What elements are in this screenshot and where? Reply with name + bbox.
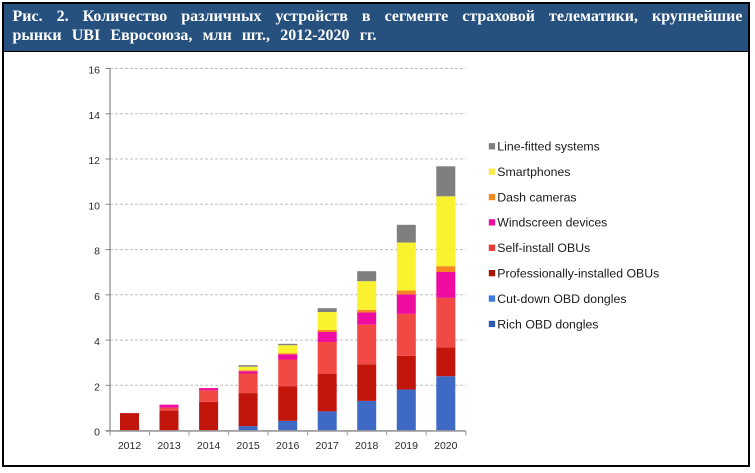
svg-text:14: 14	[88, 110, 100, 122]
svg-text:Self-install OBUs: Self-install OBUs	[497, 241, 590, 255]
svg-text:0: 0	[94, 427, 100, 439]
svg-text:2: 2	[94, 381, 100, 393]
svg-text:Windscreen devices: Windscreen devices	[497, 216, 607, 230]
svg-text:2016: 2016	[276, 440, 300, 452]
svg-text:6: 6	[94, 291, 100, 303]
svg-text:2015: 2015	[236, 440, 260, 452]
svg-text:10: 10	[88, 200, 100, 212]
svg-text:Professionally-installed OBUs: Professionally-installed OBUs	[497, 267, 659, 281]
svg-text:Dash cameras: Dash cameras	[497, 190, 576, 204]
svg-text:16: 16	[88, 65, 100, 77]
svg-text:Cut-down OBD dongles: Cut-down OBD dongles	[497, 292, 626, 306]
svg-text:2018: 2018	[355, 440, 379, 452]
svg-text:12: 12	[88, 155, 100, 167]
svg-text:8: 8	[94, 246, 100, 258]
svg-text:4: 4	[94, 336, 100, 348]
svg-text:2014: 2014	[197, 440, 221, 452]
svg-text:Smartphones: Smartphones	[497, 165, 570, 179]
svg-text:2017: 2017	[316, 440, 340, 452]
svg-text:2019: 2019	[395, 440, 419, 452]
svg-text:Rich OBD dongles: Rich OBD dongles	[497, 317, 598, 331]
svg-text:Line-fitted systems: Line-fitted systems	[497, 140, 600, 154]
svg-text:2013: 2013	[157, 440, 181, 452]
svg-text:2012: 2012	[118, 440, 142, 452]
svg-text:2020: 2020	[434, 440, 458, 452]
